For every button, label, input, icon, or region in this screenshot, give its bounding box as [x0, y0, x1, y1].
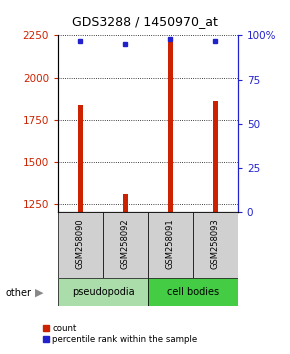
- Bar: [78, 104, 83, 212]
- Bar: [103, 212, 148, 278]
- Text: other: other: [6, 288, 32, 298]
- Legend: count, percentile rank within the sample: count, percentile rank within the sample: [39, 320, 201, 348]
- Bar: [58, 278, 148, 306]
- Text: ▶: ▶: [35, 288, 44, 298]
- Bar: [58, 212, 103, 278]
- Bar: [148, 278, 238, 306]
- Bar: [213, 101, 218, 212]
- Text: GSM258093: GSM258093: [211, 218, 220, 269]
- Text: pseudopodia: pseudopodia: [72, 287, 134, 297]
- Text: GSM258092: GSM258092: [121, 218, 130, 269]
- Text: GSM258091: GSM258091: [166, 218, 175, 269]
- Text: GSM258090: GSM258090: [76, 218, 85, 269]
- Bar: [148, 212, 193, 278]
- Bar: [193, 212, 238, 278]
- Bar: [123, 194, 128, 212]
- Text: GDS3288 / 1450970_at: GDS3288 / 1450970_at: [72, 15, 218, 28]
- Bar: [168, 42, 173, 212]
- Text: cell bodies: cell bodies: [167, 287, 219, 297]
